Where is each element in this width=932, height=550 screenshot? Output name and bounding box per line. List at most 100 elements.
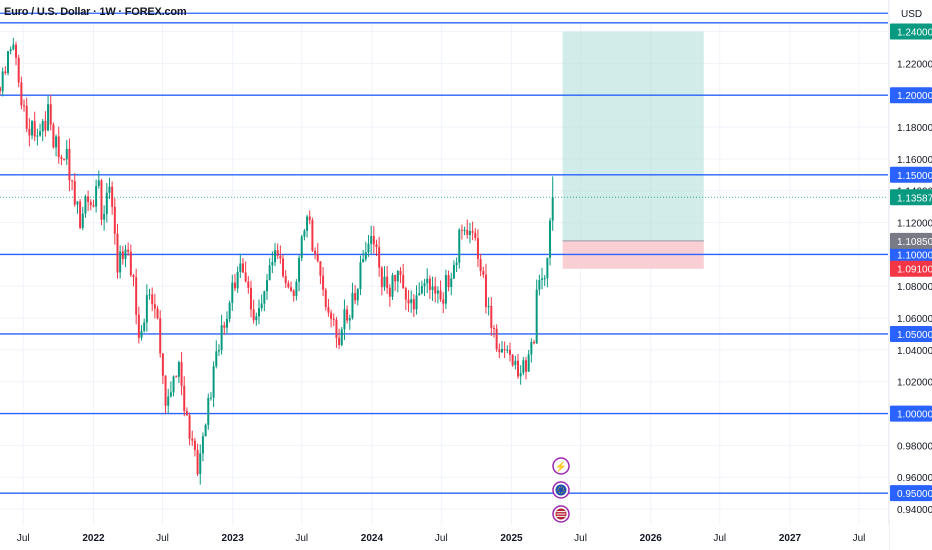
candle-body xyxy=(543,278,546,280)
price-tag xyxy=(890,260,932,277)
candle-body xyxy=(129,251,132,276)
candle-body xyxy=(450,278,453,288)
time-axis-background xyxy=(0,525,889,550)
candle-body xyxy=(55,136,58,148)
candle-body xyxy=(47,104,50,131)
candle-body xyxy=(274,250,277,263)
time-axis[interactable]: Jul 2022 Jul 2023 Jul 2024 Jul 2025 Jul 2026 Jul 20… xyxy=(0,525,889,550)
candle-body xyxy=(300,236,303,259)
candle-body xyxy=(108,186,111,193)
us-flag-icon[interactable] xyxy=(552,505,570,523)
candle-body xyxy=(500,349,503,353)
candle-body xyxy=(292,290,295,296)
time-tick-label: Jul xyxy=(156,533,169,544)
candle-body xyxy=(434,286,437,294)
candle-body xyxy=(460,229,463,231)
price-tag-text: 1.13587 xyxy=(897,193,932,204)
candle-body xyxy=(113,206,116,234)
candle-body xyxy=(92,205,95,207)
candle-body xyxy=(17,57,20,83)
price-axis[interactable]: 0.94000 0.96000 0.98000 1.02000 1.04000 1.060… xyxy=(888,0,932,550)
candle-body xyxy=(127,249,130,252)
candle-body xyxy=(153,304,156,309)
candle-body xyxy=(388,287,391,297)
candle-body xyxy=(236,271,239,289)
candle-body xyxy=(12,44,15,50)
candle-body xyxy=(225,318,228,328)
candle-body xyxy=(452,265,455,279)
candle-body xyxy=(549,220,552,258)
eu-flag-icon-fill xyxy=(555,484,567,496)
candle-body xyxy=(356,289,359,301)
candle-body xyxy=(143,322,146,331)
lightning-icon-ring xyxy=(552,457,570,475)
time-tick-label: Jul xyxy=(574,533,587,544)
candle-body xyxy=(380,267,383,287)
candle-body xyxy=(207,397,210,425)
candle-body xyxy=(201,436,204,454)
candle-body xyxy=(161,353,164,376)
candle-body xyxy=(223,325,226,328)
candle-body xyxy=(217,350,220,352)
time-tick-label: Jul xyxy=(17,533,30,544)
candle-body xyxy=(124,249,127,259)
candle-body xyxy=(522,360,525,373)
candle-body xyxy=(282,258,285,277)
price-tick-label: 0.94000 xyxy=(897,505,932,516)
level-price-tag xyxy=(890,246,932,263)
candle-body xyxy=(71,180,74,182)
candle-body xyxy=(316,253,319,262)
candle-body xyxy=(39,131,42,136)
candle-body xyxy=(359,262,362,290)
candle-body xyxy=(284,276,287,284)
event-markers[interactable]: ⚡ xyxy=(552,457,570,523)
candle-body xyxy=(511,354,514,366)
eu-flag-icon[interactable] xyxy=(552,481,570,499)
candle-body xyxy=(495,328,498,350)
candle-body xyxy=(364,252,367,260)
price-tick-label: 1.02000 xyxy=(897,378,932,389)
candle-body xyxy=(212,366,215,398)
candle-body xyxy=(492,328,495,330)
candle-body xyxy=(306,216,309,231)
horizontal-levels xyxy=(0,12,888,494)
candle-body xyxy=(169,392,172,397)
position-zones xyxy=(562,31,704,269)
level-price-tag xyxy=(890,325,932,342)
candle-body xyxy=(249,287,252,310)
price-tick-label: 0.98000 xyxy=(897,441,932,452)
candle-body xyxy=(180,362,183,386)
candle-body xyxy=(4,71,7,74)
candle-body xyxy=(172,376,175,393)
candle-body xyxy=(351,293,354,319)
candle-body xyxy=(241,263,244,273)
price-tag-text: 1.09100 xyxy=(897,265,932,276)
candle-body xyxy=(343,309,346,330)
candle-body xyxy=(111,186,114,207)
candle-body xyxy=(252,309,255,321)
candle-body xyxy=(525,360,528,372)
candle-body xyxy=(49,104,52,125)
candle-body xyxy=(1,71,4,92)
candle-body xyxy=(402,274,405,289)
candle-body xyxy=(466,229,469,235)
candle-body xyxy=(458,229,461,263)
candle-body xyxy=(140,330,143,338)
level-price-tag-text: 1.20000 xyxy=(897,91,932,102)
candle-body xyxy=(196,450,199,475)
candle-body xyxy=(266,280,269,292)
candle-body xyxy=(231,282,234,303)
price-tick-label: 1.06000 xyxy=(897,314,932,325)
candle-body xyxy=(519,372,522,377)
candle-body xyxy=(490,305,493,329)
candle-body xyxy=(20,82,23,106)
candle-body xyxy=(145,295,148,323)
candle-body xyxy=(551,197,554,221)
candle-body xyxy=(148,294,151,296)
candle-body xyxy=(84,196,87,214)
candle-body xyxy=(484,274,487,307)
candle-body xyxy=(28,128,31,136)
lightning-icon[interactable]: ⚡ xyxy=(552,457,570,475)
candle-body xyxy=(533,342,536,344)
